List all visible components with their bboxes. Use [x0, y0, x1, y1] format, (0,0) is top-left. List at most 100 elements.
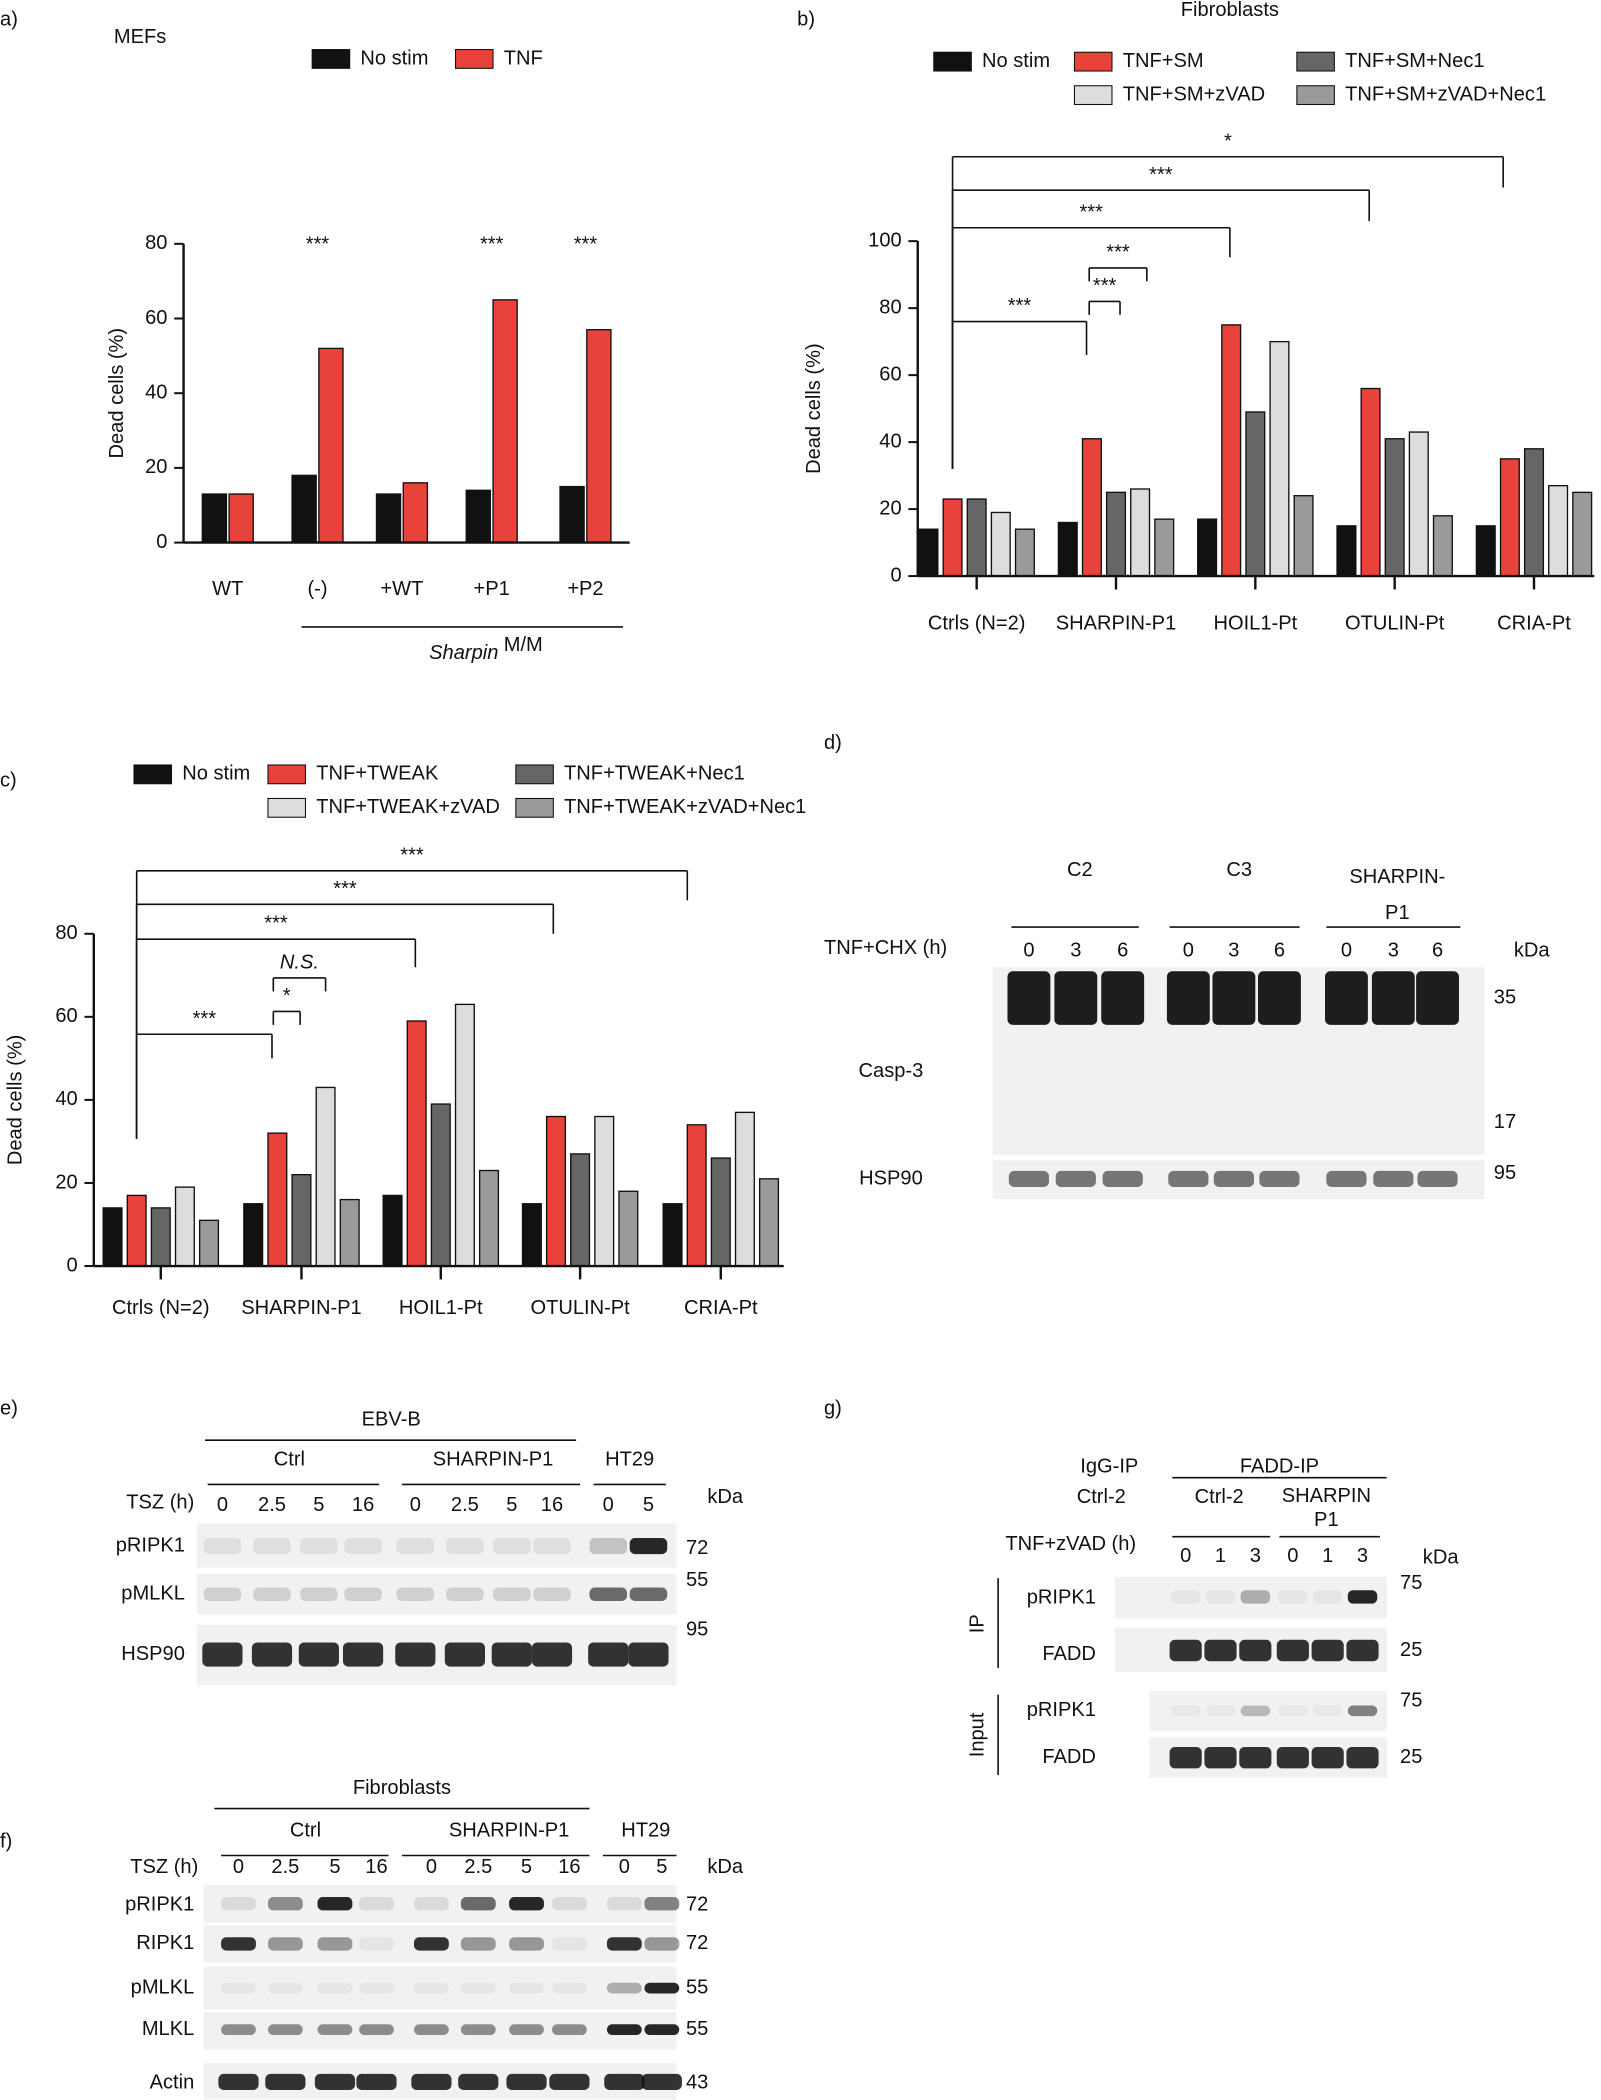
y-tick-label: 80 [55, 922, 77, 944]
legend-swatch [267, 764, 307, 785]
blot-band [317, 1937, 353, 1951]
blot-band [1311, 1746, 1344, 1769]
blot-band [531, 1642, 573, 1667]
x-tick-label: CRIA-Pt [684, 1297, 758, 1319]
kda-marker: 35 [1494, 986, 1516, 1008]
y-tick-label: 20 [879, 497, 901, 519]
kda-marker: 55 [686, 1976, 708, 1998]
legend-label: No stim [360, 47, 428, 69]
blot-band [1168, 1170, 1209, 1187]
group-label: P1 [1385, 902, 1410, 924]
time-label: 6 [1432, 940, 1443, 962]
blot-band [253, 1537, 291, 1555]
blot-band [267, 1937, 303, 1951]
blot-band [460, 1897, 496, 1911]
y-axis-label: Dead cells (%) [4, 1035, 26, 1166]
blot-band [1278, 1705, 1308, 1717]
significance: *** [333, 878, 357, 900]
time-label: 2.5 [464, 1856, 492, 1878]
y-tick-label: 60 [55, 1005, 77, 1027]
kda-marker: 72 [686, 1932, 708, 1954]
blot-band [589, 1537, 628, 1555]
blot-band [221, 1982, 256, 1994]
time-label: 1 [1215, 1545, 1226, 1567]
significance: *** [1093, 275, 1117, 297]
row-label: FADD [1042, 1643, 1096, 1665]
significance: *** [1106, 242, 1130, 264]
y-tick-label: 20 [55, 1171, 77, 1193]
y-tick-label: 40 [55, 1088, 77, 1110]
kda-marker: 25 [1400, 1639, 1422, 1661]
x-tick-label: OTULIN-Pt [530, 1297, 630, 1319]
treatment-label: TNF+zVAD (h) [1005, 1533, 1136, 1555]
bar [1475, 525, 1496, 577]
group-label: SHARPIN-P1 [433, 1449, 553, 1471]
row-label: pRIPK1 [1027, 1587, 1096, 1609]
bar [228, 493, 254, 544]
x-tick-label: WT [212, 578, 243, 600]
blot-band [253, 1587, 291, 1601]
y-tick-label: 0 [156, 531, 167, 553]
bar [966, 498, 987, 577]
bar [1360, 387, 1381, 577]
legend-swatch [933, 51, 972, 72]
y-tick-label: 80 [145, 232, 167, 254]
blot-band [460, 1937, 496, 1951]
blot-band [317, 1897, 353, 1911]
time-label: 0 [1287, 1545, 1298, 1567]
bar [586, 329, 612, 544]
kda-marker: 95 [1494, 1162, 1516, 1184]
blot-band [317, 1982, 353, 1994]
blot-band [509, 1897, 544, 1911]
kda-marker: 55 [686, 1569, 708, 1591]
blot-band [644, 2024, 680, 2036]
x-tick-label: CRIA-Pt [1497, 613, 1571, 635]
legend-label: TNF+SM [1123, 50, 1204, 72]
control-group: Ctrl-2 [1077, 1486, 1126, 1508]
blot-band [446, 1587, 484, 1601]
unit-label: kDa [707, 1856, 744, 1878]
bar [1269, 340, 1290, 577]
bar [402, 482, 429, 544]
blot-band [444, 1642, 485, 1667]
blot-band [342, 1642, 384, 1667]
blot-band [317, 2024, 353, 2036]
legend-label: TNF+TWEAK+Nec1 [564, 763, 745, 785]
group-label: Ctrl [290, 1820, 321, 1842]
blot-band [509, 1937, 544, 1951]
treatment-label: TSZ (h) [126, 1491, 194, 1513]
blot-band [413, 1937, 449, 1951]
bar [406, 1020, 427, 1267]
bar [1057, 521, 1078, 577]
blot-header: FADD-IP [1240, 1455, 1319, 1477]
significance: *** [264, 913, 288, 935]
group-label: Ctrl [274, 1449, 305, 1471]
bar [990, 511, 1011, 577]
bar [734, 1111, 755, 1267]
blot-band [551, 1982, 587, 1994]
bar [315, 1086, 336, 1267]
section-label: Input [966, 1712, 988, 1757]
significance: *** [1079, 201, 1103, 223]
blot-band [344, 1537, 382, 1555]
legend-swatch [311, 49, 351, 69]
time-label: 2.5 [451, 1494, 479, 1516]
blot-frame [203, 1884, 677, 1923]
blot-band [1239, 1746, 1272, 1769]
significance: * [283, 985, 291, 1007]
significance: *** [193, 1008, 217, 1030]
bar [1499, 458, 1520, 577]
time-label: 3 [1250, 1545, 1261, 1567]
x-tick-label: +WT [380, 578, 423, 600]
legend-swatch [1073, 85, 1113, 106]
x-tick-label: SHARPIN-P1 [241, 1297, 362, 1319]
blot-band [1007, 971, 1051, 1025]
bar [662, 1203, 683, 1267]
unit-label: kDa [707, 1486, 744, 1508]
blot-band [396, 1587, 435, 1601]
blot-band [1239, 1639, 1272, 1662]
blot-band [493, 1537, 531, 1555]
blot-band [1278, 1590, 1308, 1604]
group-label: Sharpin [429, 642, 498, 664]
blot-band [1101, 971, 1145, 1025]
